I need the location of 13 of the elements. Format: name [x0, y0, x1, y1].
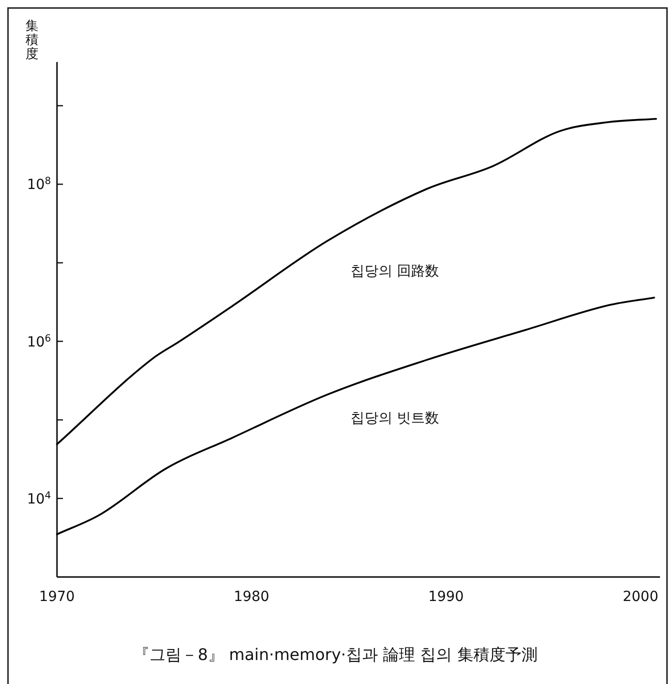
text: 칩당의 回路数 [350, 264, 439, 280]
line-series [56, 118, 658, 446]
y-tick-label: 10$^{4}$ [26, 490, 51, 508]
y-tick-label: 10$^{8}$ [26, 176, 51, 194]
x-tick-label: 1980 [234, 589, 270, 605]
y-tick-label: 10$^{6}$ [26, 332, 51, 350]
text: 『그림－8』 main·memory·칩과 論理 칩의 集積度予測 [134, 645, 538, 664]
x-tick-label: 1990 [428, 589, 464, 605]
series-label: 칩당의 빗트数 [350, 410, 439, 426]
x-tick-label: 2000 [622, 589, 658, 605]
x-tick-label: 1970 [39, 589, 75, 605]
y-axis-title: 集積度 [26, 19, 38, 62]
line-series [56, 296, 656, 536]
